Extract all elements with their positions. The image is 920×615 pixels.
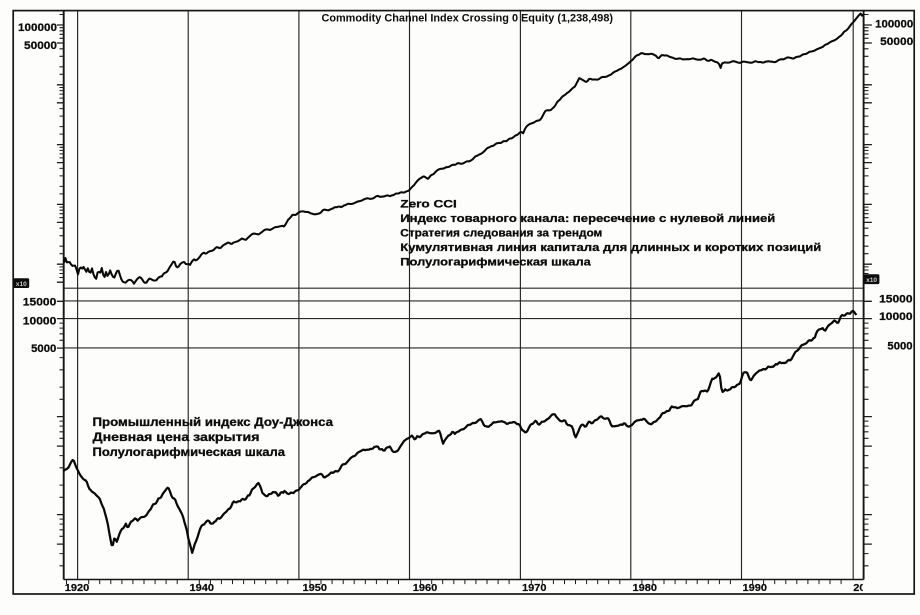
- svg-text:50000: 50000: [24, 40, 57, 52]
- svg-text:1960: 1960: [413, 583, 438, 594]
- svg-text:10000: 10000: [879, 311, 913, 323]
- svg-text:Кумулятивная линия капитала дл: Кумулятивная линия капитала для длинных …: [400, 242, 821, 254]
- svg-text:5000: 5000: [887, 341, 912, 353]
- svg-text:Полулогарифмическая шкала: Полулогарифмическая шкала: [93, 446, 286, 459]
- svg-text:Полулогарифмическая шкала: Полулогарифмическая шкала: [400, 256, 591, 268]
- svg-text:1990: 1990: [743, 583, 768, 594]
- svg-text:10000: 10000: [23, 316, 57, 328]
- svg-text:x10: x10: [866, 277, 877, 284]
- svg-text:Индекс товарного канала: перес: Индекс товарного канала: пересечение с н…: [400, 213, 775, 225]
- svg-text:50000: 50000: [880, 36, 913, 48]
- svg-text:100000: 100000: [875, 18, 913, 30]
- svg-text:2000: 2000: [853, 583, 878, 594]
- svg-text:5000: 5000: [31, 343, 56, 355]
- svg-text:Commodity Channel Index Crossi: Commodity Channel Index Crossing 0 Equit…: [322, 13, 614, 25]
- svg-text:1920: 1920: [65, 583, 90, 594]
- svg-text:Промышленный индекс Доу-Джонса: Промышленный индекс Доу-Джонса: [93, 416, 334, 429]
- svg-text:Zero CCI: Zero CCI: [400, 198, 457, 210]
- svg-text:x10: x10: [16, 281, 27, 288]
- svg-text:100000: 100000: [18, 22, 57, 34]
- svg-text:1940: 1940: [190, 583, 215, 594]
- svg-text:15000: 15000: [879, 294, 913, 306]
- svg-text:15000: 15000: [23, 297, 57, 309]
- svg-text:1970: 1970: [522, 583, 547, 594]
- svg-text:Дневная цена закрытия: Дневная цена закрытия: [93, 431, 260, 444]
- svg-text:Стратегия следования за трендо: Стратегия следования за трендом: [400, 227, 602, 239]
- svg-text:1950: 1950: [303, 583, 328, 594]
- svg-text:1980: 1980: [633, 583, 658, 594]
